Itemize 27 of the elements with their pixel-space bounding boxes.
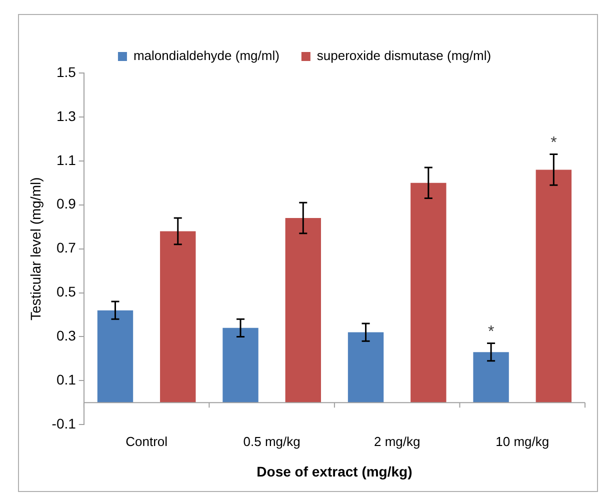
bar bbox=[160, 231, 196, 403]
legend-label: malondialdehyde (mg/ml) bbox=[133, 48, 280, 64]
y-tick-label: 1.3 bbox=[56, 108, 76, 124]
legend-label: superoxide dismutase (mg/ml) bbox=[316, 48, 492, 64]
bar bbox=[473, 352, 509, 403]
y-tick-label: 1.1 bbox=[56, 152, 76, 168]
bar bbox=[285, 218, 321, 403]
y-tick-label: 0.9 bbox=[56, 196, 76, 212]
y-tick-label: 0.7 bbox=[56, 240, 76, 256]
bar bbox=[410, 182, 446, 403]
x-tick-label: Control bbox=[126, 434, 168, 449]
x-tick-label: 10 mg/kg bbox=[496, 434, 550, 449]
x-axis-title: Dose of extract (mg/kg) bbox=[256, 463, 412, 480]
x-tick-label: 0.5 mg/kg bbox=[243, 434, 300, 449]
bar bbox=[536, 170, 572, 403]
bar bbox=[348, 332, 384, 403]
bar bbox=[97, 310, 134, 403]
y-tick-label: 0.3 bbox=[56, 328, 76, 344]
annotation: * bbox=[550, 134, 557, 152]
y-tick-label: 0.5 bbox=[56, 284, 76, 300]
y-tick-label: 0.1 bbox=[56, 372, 76, 388]
bar bbox=[222, 328, 258, 403]
y-tick-label: -0.1 bbox=[52, 415, 76, 432]
y-axis-title: Testicular level (mg/ml) bbox=[27, 177, 44, 320]
annotation: * bbox=[488, 324, 494, 341]
y-tick-label: 1.5 bbox=[56, 64, 76, 80]
x-tick-label: 2 mg/kg bbox=[374, 434, 420, 449]
